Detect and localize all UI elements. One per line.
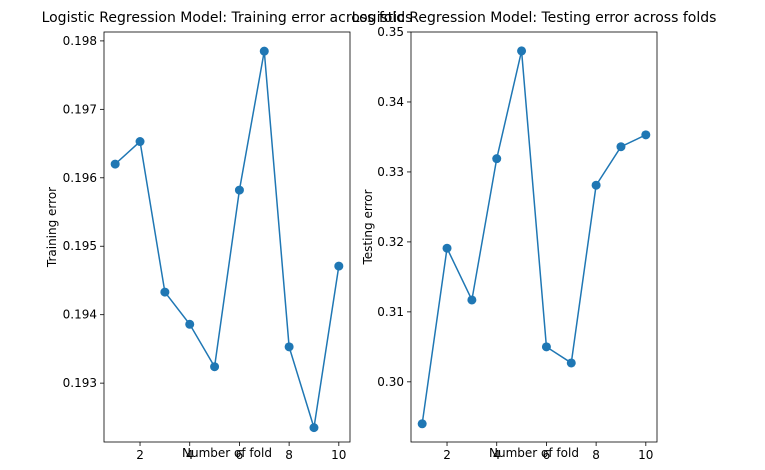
testing-data-point — [591, 180, 601, 190]
testing-x-tick-label: 10 — [638, 448, 653, 462]
testing-data-point — [641, 130, 651, 140]
testing-x-ticks: 2 4 6 8 10 — [443, 442, 653, 462]
training-x-tick-label: 6 — [236, 448, 244, 462]
training-y-tick-label: 0.195 — [63, 239, 97, 253]
training-y-tick-label: 0.194 — [63, 308, 97, 322]
training-data-point — [234, 185, 244, 195]
training-x-ticks: 2 4 6 8 10 — [136, 442, 346, 462]
testing-x-axis-label: Number of fold — [489, 446, 579, 460]
training-data-point — [135, 137, 145, 147]
testing-x-tick-label: 8 — [592, 448, 600, 462]
testing-data-point — [566, 358, 576, 368]
testing-data-point — [417, 419, 427, 429]
training-series — [110, 46, 344, 433]
testing-x-tick-label: 4 — [493, 448, 501, 462]
testing-data-point — [492, 154, 502, 164]
testing-x-tick-label: 2 — [443, 448, 451, 462]
testing-y-axis-label: Testing error — [361, 189, 375, 265]
testing-series-line — [421, 50, 647, 424]
testing-y-ticks: 0.30 0.31 0.32 0.33 0.34 0.35 — [377, 25, 411, 389]
testing-data-point — [541, 342, 551, 352]
testing-data-point — [442, 243, 452, 253]
testing-data-point — [467, 295, 477, 305]
training-y-ticks: 0.193 0.194 0.195 0.196 0.197 0.198 — [63, 34, 104, 390]
training-data-point — [259, 46, 269, 56]
training-chart-title: Logistic Regression Model: Training erro… — [42, 10, 413, 26]
training-error-panel: Logistic Regression Model: Training erro… — [42, 10, 413, 462]
training-data-point — [160, 287, 170, 297]
training-y-tick-label: 0.196 — [63, 171, 97, 185]
training-y-tick-label: 0.198 — [63, 34, 97, 48]
training-data-point — [284, 342, 294, 352]
training-plot-frame — [103, 31, 351, 443]
training-x-tick-label: 8 — [285, 448, 293, 462]
training-data-point — [334, 261, 344, 271]
training-data-point — [110, 159, 120, 169]
testing-chart-title: Logistic Regression Model: Testing error… — [352, 10, 717, 26]
testing-y-tick-label: 0.33 — [377, 165, 404, 179]
testing-y-tick-label: 0.35 — [377, 25, 404, 39]
testing-data-point — [616, 142, 626, 152]
training-x-tick-label: 10 — [331, 448, 346, 462]
training-series-line — [114, 51, 340, 428]
training-y-axis-label: Training error — [45, 187, 59, 268]
testing-y-tick-label: 0.31 — [377, 305, 404, 319]
testing-x-tick-label: 6 — [543, 448, 551, 462]
training-x-tick-label: 4 — [186, 448, 194, 462]
training-x-axis-label: Number of fold — [182, 446, 272, 460]
testing-series — [417, 46, 651, 429]
testing-y-tick-label: 0.30 — [377, 375, 404, 389]
training-y-tick-label: 0.193 — [63, 376, 97, 390]
testing-error-panel: Logistic Regression Model: Testing error… — [352, 10, 717, 462]
testing-y-tick-label: 0.32 — [377, 235, 404, 249]
training-data-point — [309, 423, 319, 433]
training-x-tick-label: 2 — [136, 448, 144, 462]
training-y-tick-label: 0.197 — [63, 102, 97, 116]
training-data-point — [185, 319, 195, 329]
testing-plot-frame — [410, 31, 658, 443]
training-data-point — [210, 362, 220, 372]
testing-y-tick-label: 0.34 — [377, 95, 404, 109]
testing-data-point — [517, 46, 527, 56]
